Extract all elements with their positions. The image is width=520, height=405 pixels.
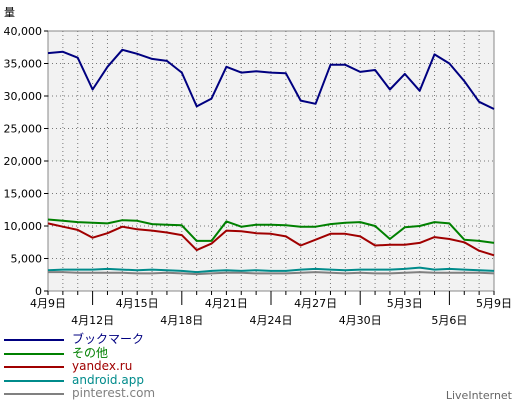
line-chart: 量 0 5,000 10,000 15,000 20,000 25,000 30,000 35… — [4, 6, 513, 327]
x-tick-label: 4月15日 — [116, 297, 159, 310]
y-tick-label: 10,000 — [4, 220, 43, 233]
x-tick-label: 5月6日 — [431, 314, 467, 327]
y-tick-label: 15,000 — [4, 188, 43, 201]
legend-label: android.app — [72, 372, 144, 387]
series-line — [47, 222, 495, 257]
legend-swatch — [4, 352, 64, 355]
y-tick-label: 20,000 — [4, 155, 43, 168]
series-line — [47, 48, 495, 110]
x-tick-label: 4月12日 — [71, 314, 114, 327]
legend-swatch — [4, 339, 64, 341]
x-tick-label: 4月30日 — [339, 314, 382, 327]
y-tick-label: 30,000 — [4, 90, 43, 103]
y-tick-label: 5,000 — [11, 253, 43, 266]
legend-label: pinterest.com — [72, 386, 156, 400]
legend-label: その他 — [72, 345, 109, 360]
x-tick-label: 4月24日 — [250, 314, 293, 327]
x-tick-label: 4月18日 — [160, 314, 203, 327]
brand-label: LiveInternet — [445, 389, 512, 402]
y-axis-label: 量 — [4, 6, 15, 19]
y-tick-label: 35,000 — [4, 58, 43, 71]
series-line — [47, 266, 495, 274]
legend-swatch — [4, 393, 64, 395]
x-tick-label: 4月21日 — [205, 297, 248, 310]
x-tick-label: 5月3日 — [387, 297, 423, 310]
x-tick-label: 4月27日 — [294, 297, 337, 310]
legend-swatch — [4, 366, 64, 368]
x-tick-label: 5月9日 — [476, 297, 512, 310]
series-line — [48, 271, 495, 276]
y-axis: 0 5,000 10,000 15,000 20,000 25,000 30,000 35,0… — [4, 25, 48, 298]
y-tick-label: 40,000 — [4, 25, 43, 38]
legend-label: yandex.ru — [72, 359, 133, 373]
y-tick-label: 0 — [35, 285, 42, 298]
y-tick-label: 25,000 — [4, 123, 43, 136]
x-tick-label: 4月9日 — [30, 297, 66, 310]
legend-label: ブックマーク — [72, 332, 145, 346]
series-line — [47, 218, 495, 244]
series-lines — [47, 48, 495, 276]
legend-swatch — [4, 379, 64, 382]
grid — [48, 31, 494, 291]
